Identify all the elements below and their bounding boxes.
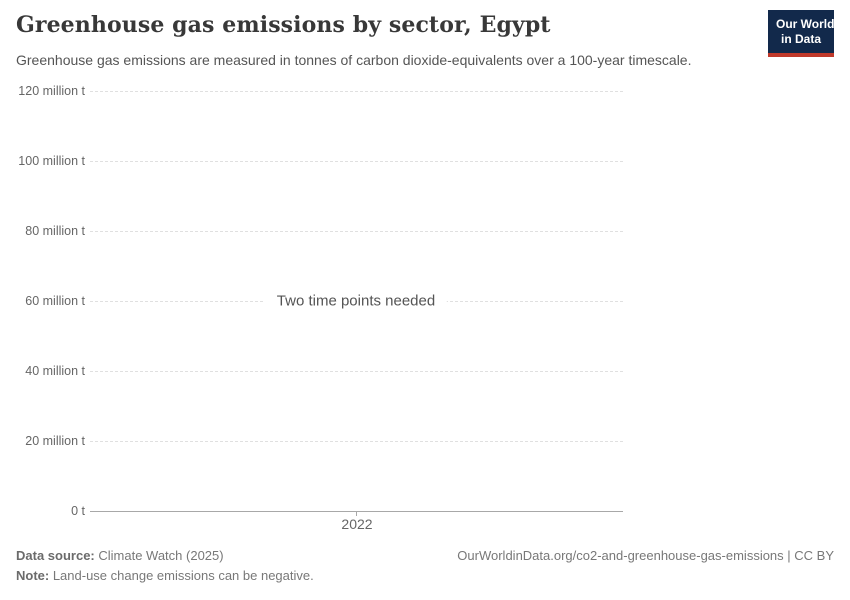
- owid-logo-line1: Our World: [776, 17, 835, 31]
- gridline-120m: [90, 91, 623, 92]
- note-label: Note:: [16, 568, 50, 583]
- owid-logo[interactable]: Our World in Data: [768, 10, 834, 57]
- data-source-label: Data source:: [16, 548, 95, 563]
- data-source-value[interactable]: Climate Watch (2025): [94, 548, 224, 563]
- gridline-80m: [90, 231, 623, 232]
- chart-title[interactable]: Greenhouse gas emissions by sector, Egyp…: [16, 12, 551, 38]
- empty-state-message: Two time points needed: [264, 290, 448, 312]
- gridline-40m: [90, 371, 623, 372]
- y-axis-tick-label: 100 million t: [18, 154, 85, 168]
- y-axis-tick-label: 80 million t: [25, 224, 85, 238]
- footer-citation-link[interactable]: OurWorldinData.org/co2-and-greenhouse-ga…: [457, 548, 834, 563]
- chart-subtitle: Greenhouse gas emissions are measured in…: [16, 52, 692, 68]
- y-axis-tick-label: 20 million t: [25, 434, 85, 448]
- gridline-20m: [90, 441, 623, 442]
- x-axis-tick-label: 2022: [341, 516, 373, 532]
- footer-data-source: Data source: Climate Watch (2025): [16, 548, 224, 563]
- y-axis-tick-label: 60 million t: [25, 294, 85, 308]
- y-axis-tick-label: 0 t: [71, 504, 85, 518]
- y-axis-tick-label: 120 million t: [18, 84, 85, 98]
- footer-note: Note: Land-use change emissions can be n…: [16, 568, 314, 583]
- gridline-100m: [90, 161, 623, 162]
- y-axis-tick-label: 40 million t: [25, 364, 85, 378]
- note-value: Land-use change emissions can be negativ…: [49, 568, 314, 583]
- x-axis-tick-mark: [356, 511, 357, 516]
- owid-logo-line2: in Data: [780, 32, 821, 46]
